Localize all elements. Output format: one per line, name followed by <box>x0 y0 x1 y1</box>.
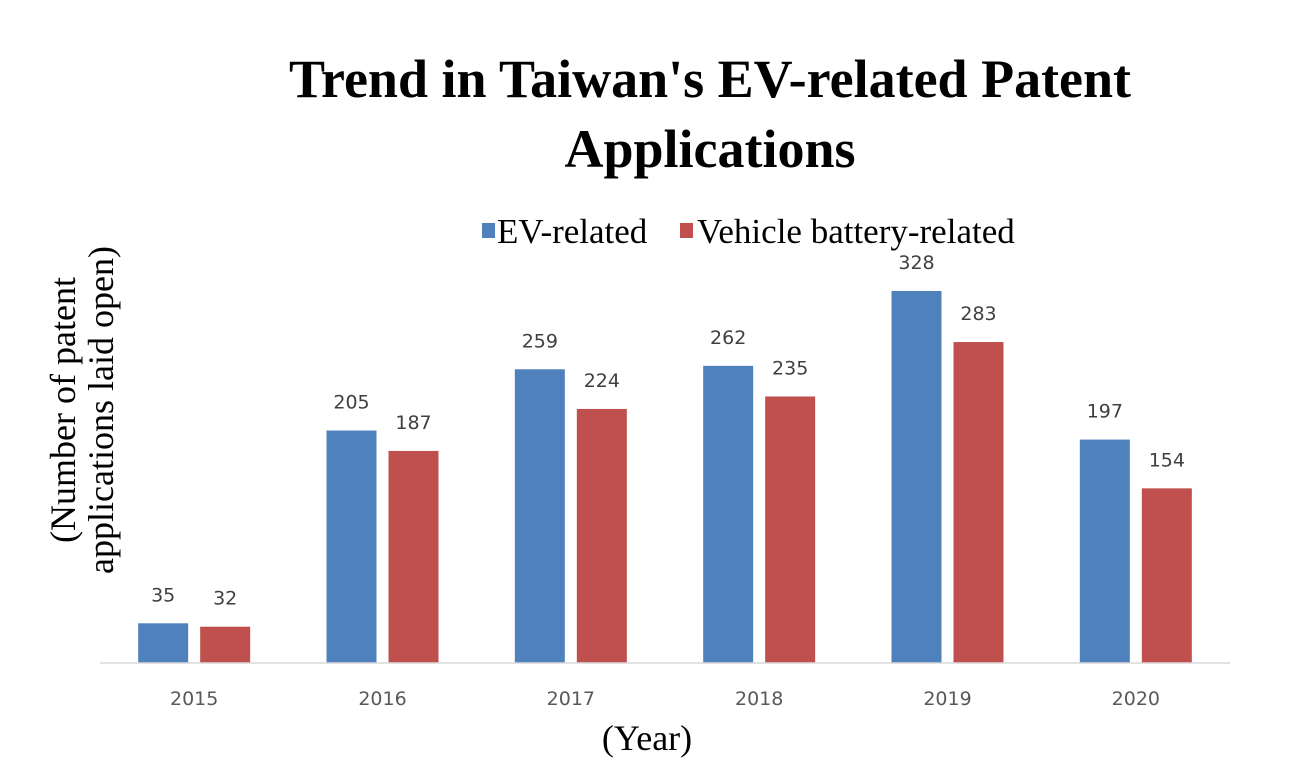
legend-swatch-battery <box>680 223 693 238</box>
data-label-battery-2020: 154 <box>1149 449 1185 471</box>
y-axis-label-line-2: applications laid open) <box>81 246 121 574</box>
y-axis-label: (Number of patent applications laid open… <box>43 246 121 574</box>
legend-label-battery: Vehicle battery-related <box>697 212 1015 251</box>
bar-battery-2016 <box>388 450 439 663</box>
data-label-ev-2018: 262 <box>710 327 746 349</box>
x-tick-label-2016: 2016 <box>358 688 406 710</box>
bar-ev-2015 <box>138 623 189 663</box>
chart-title-line-1: Trend in Taiwan's EV-related Patent <box>289 49 1131 109</box>
bar-battery-2017 <box>576 408 627 663</box>
data-label-ev-2019: 328 <box>898 252 934 274</box>
x-axis-label: (Year) <box>602 718 692 758</box>
data-label-ev-2016: 205 <box>333 392 369 414</box>
bar-battery-2018 <box>765 396 816 663</box>
bar-ev-2016 <box>326 430 377 663</box>
bar-battery-2020 <box>1141 488 1192 663</box>
legend-label-ev: EV-related <box>497 212 648 251</box>
bar-battery-2015 <box>200 626 251 663</box>
bar-battery-2019 <box>953 342 1004 663</box>
bar-ev-2020 <box>1079 439 1130 663</box>
legend: EV-related Vehicle battery-related <box>482 212 1015 251</box>
x-tick-label-2018: 2018 <box>735 688 783 710</box>
bar-ev-2019 <box>891 291 942 663</box>
data-label-ev-2020: 197 <box>1087 401 1123 423</box>
y-axis-label-line-1: (Number of patent <box>43 277 83 543</box>
data-label-battery-2015: 32 <box>213 588 237 610</box>
legend-swatch-ev <box>482 223 495 238</box>
data-label-battery-2019: 283 <box>960 303 996 325</box>
x-tick-label-2017: 2017 <box>547 688 595 710</box>
x-tick-label-2019: 2019 <box>923 688 971 710</box>
data-label-ev-2015: 35 <box>151 584 175 606</box>
x-tick-label-2020: 2020 <box>1112 688 1160 710</box>
data-label-battery-2018: 235 <box>772 357 808 379</box>
bar-ev-2017 <box>514 369 565 663</box>
plot-area: 35 32 2015 205 187 2016 259 224 2017 262 235 2018 32… <box>138 252 1192 710</box>
data-label-battery-2017: 224 <box>584 370 620 392</box>
bar-ev-2018 <box>703 365 754 663</box>
x-tick-label-2015: 2015 <box>170 688 218 710</box>
data-label-ev-2017: 259 <box>522 330 558 352</box>
data-label-battery-2016: 187 <box>395 412 431 434</box>
chart-title-line-2: Applications <box>564 119 855 179</box>
